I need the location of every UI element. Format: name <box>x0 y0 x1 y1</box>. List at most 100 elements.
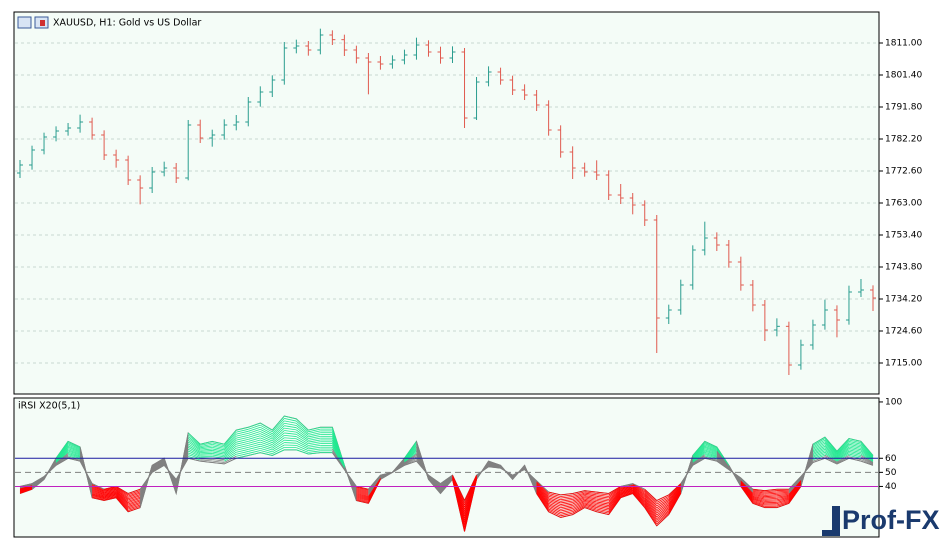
rsi-band-line <box>704 444 717 451</box>
rsi-band-line <box>127 498 141 504</box>
rsi-band-line <box>115 486 129 494</box>
rsi-band-line <box>764 492 777 495</box>
rsi-band-line <box>656 498 669 507</box>
rsi-band-line <box>812 457 826 463</box>
rsi-band-line <box>248 429 261 434</box>
rsi-band-line <box>67 451 81 457</box>
rsi-band-line <box>200 447 213 450</box>
rsi-band-line <box>596 497 609 500</box>
rsi-band-line <box>272 425 285 438</box>
rsi-band-line <box>788 476 802 490</box>
rsi-band-line <box>632 486 645 497</box>
rsi-band-line <box>560 499 573 502</box>
rsi-band-line <box>620 490 633 496</box>
rsi-band-line <box>115 489 129 500</box>
rsi-band-line <box>812 441 826 449</box>
rsi-band-line <box>704 441 717 448</box>
rsi-band-line <box>668 491 682 511</box>
rsi-band-line <box>67 453 81 458</box>
rsi-band-line <box>584 490 597 493</box>
rsi-band-line <box>200 458 213 460</box>
rsi-band-line <box>788 484 802 502</box>
rsi-band-line <box>692 441 706 456</box>
rsi-band-line <box>356 492 369 496</box>
rsi-band-line <box>308 443 321 446</box>
rsi-band-line <box>620 488 633 494</box>
rsi-band-line <box>596 495 609 499</box>
rsi-band-line <box>608 494 622 509</box>
rsi-band-line <box>668 486 682 503</box>
rsi-band-line <box>428 474 441 484</box>
rsi-band-line <box>548 511 561 518</box>
rsi-band-line <box>740 483 754 499</box>
rsi-band-line <box>596 498 609 502</box>
rsi-band-line <box>223 429 237 445</box>
rsi-band-line <box>584 505 597 511</box>
rsi-band-line <box>740 481 754 496</box>
rsi-band-line <box>776 498 789 503</box>
y-tick-label: 1734.20 <box>885 295 922 305</box>
rsi-band-line <box>104 494 117 499</box>
rsi-band-line <box>836 453 850 462</box>
rsi-band-line <box>248 435 261 440</box>
rsi-band-line <box>248 441 261 446</box>
rsi-band-line <box>596 511 609 515</box>
rsi-band-line <box>296 433 309 443</box>
rsi-band-line <box>308 426 321 431</box>
rsi-band-line <box>572 499 585 506</box>
rsi-band-line <box>404 445 417 461</box>
rsi-band-line <box>836 441 850 454</box>
rsi-band-line <box>692 451 706 463</box>
rsi-band-line <box>127 499 141 505</box>
rsi-band-line <box>212 444 225 448</box>
rsi-band-line <box>668 486 682 501</box>
rsi-band-line <box>596 501 609 505</box>
rsi-band-line <box>560 503 573 507</box>
rsi-band-line <box>584 496 597 500</box>
rsi-band-line <box>620 492 633 498</box>
rsi-band-line <box>584 498 597 503</box>
rsi-band-line <box>752 492 765 496</box>
rsi-band-line <box>151 464 165 473</box>
rsi-band-line <box>151 457 165 466</box>
rsi-band-line <box>404 460 417 466</box>
rsi-band-line <box>115 496 129 511</box>
rsi-band-line <box>800 462 814 477</box>
rsi-band-line <box>824 457 838 465</box>
rsi-band-line <box>67 441 81 448</box>
rsi-band-line <box>704 453 717 458</box>
rsi-band-line <box>572 503 585 511</box>
rsi-band-line <box>608 490 621 503</box>
rsi-band-line <box>788 484 802 501</box>
rsi-band-line <box>776 497 789 502</box>
rsi-band-line <box>272 427 285 440</box>
rsi-band-line <box>740 478 754 491</box>
rsi-band-line <box>272 432 285 444</box>
rsi-band-line <box>55 455 69 465</box>
rsi-band-line <box>764 498 777 500</box>
rsi-band-line <box>608 486 621 496</box>
rsi-band-line <box>560 494 573 497</box>
rsi-band-line <box>536 485 549 500</box>
rsi-band-line <box>296 445 309 451</box>
rsi-band-line <box>188 448 201 456</box>
rsi-band-line <box>404 452 417 463</box>
rsi-band-line <box>560 505 573 509</box>
rsi-band-line <box>584 504 597 510</box>
rsi-band-line <box>788 481 802 497</box>
rsi-band-line <box>548 495 561 501</box>
rsi-band-line <box>104 491 117 496</box>
rsi-band-line <box>55 448 69 462</box>
rsi-band-line <box>656 497 669 505</box>
rsi-band-line <box>248 445 261 450</box>
rsi-band-line <box>212 459 225 462</box>
rsi-band-line <box>67 442 81 449</box>
rsi-band-line <box>19 486 33 491</box>
rsi-band-line <box>584 499 597 504</box>
rsi-band-line <box>536 482 549 496</box>
rsi-band-line <box>584 502 597 507</box>
rsi-band-line <box>260 441 273 447</box>
rsi-band-line <box>223 437 237 451</box>
rsi-band-line <box>260 437 273 444</box>
rsi-band-line <box>860 452 874 462</box>
